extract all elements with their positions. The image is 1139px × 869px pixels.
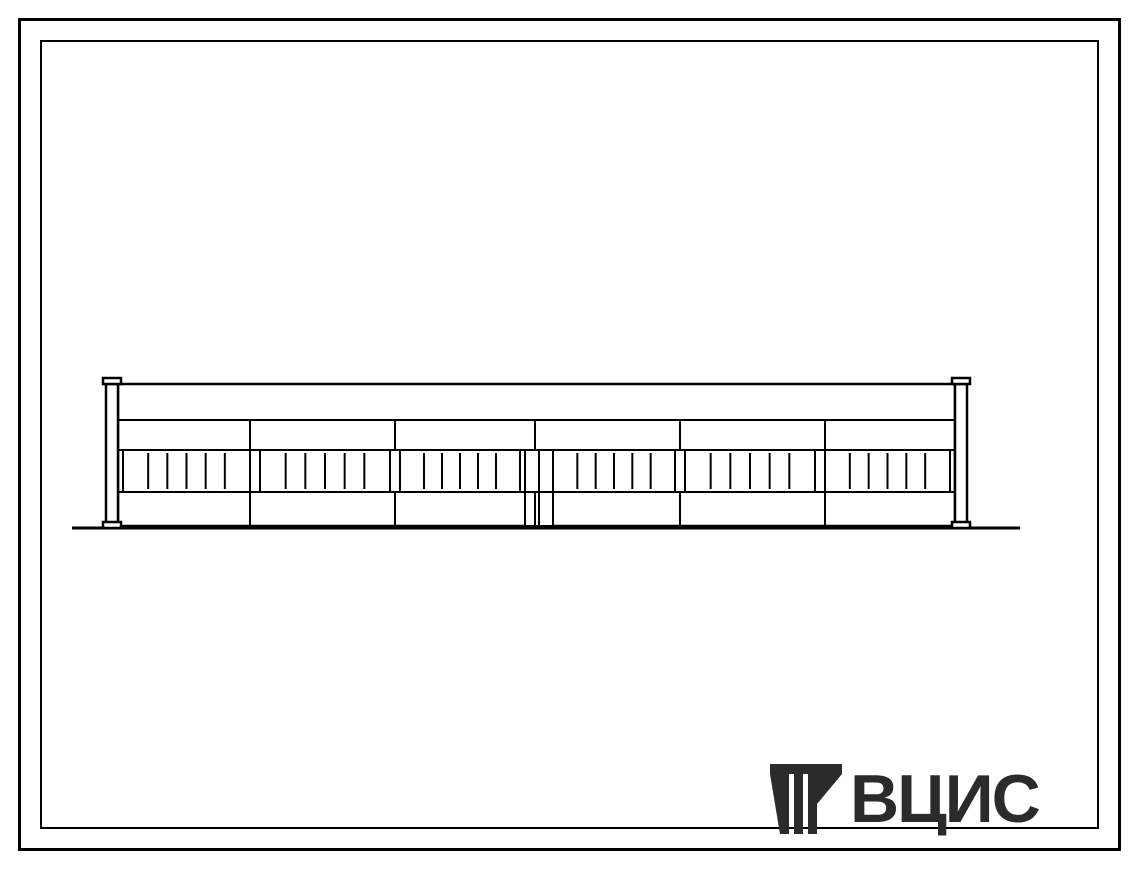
logo: ВЦИС	[770, 760, 1039, 838]
building-elevation	[0, 0, 1139, 869]
drawing-canvas: ВЦИС	[0, 0, 1139, 869]
logo-mark-icon	[770, 764, 842, 834]
logo-text: ВЦИС	[850, 760, 1039, 838]
